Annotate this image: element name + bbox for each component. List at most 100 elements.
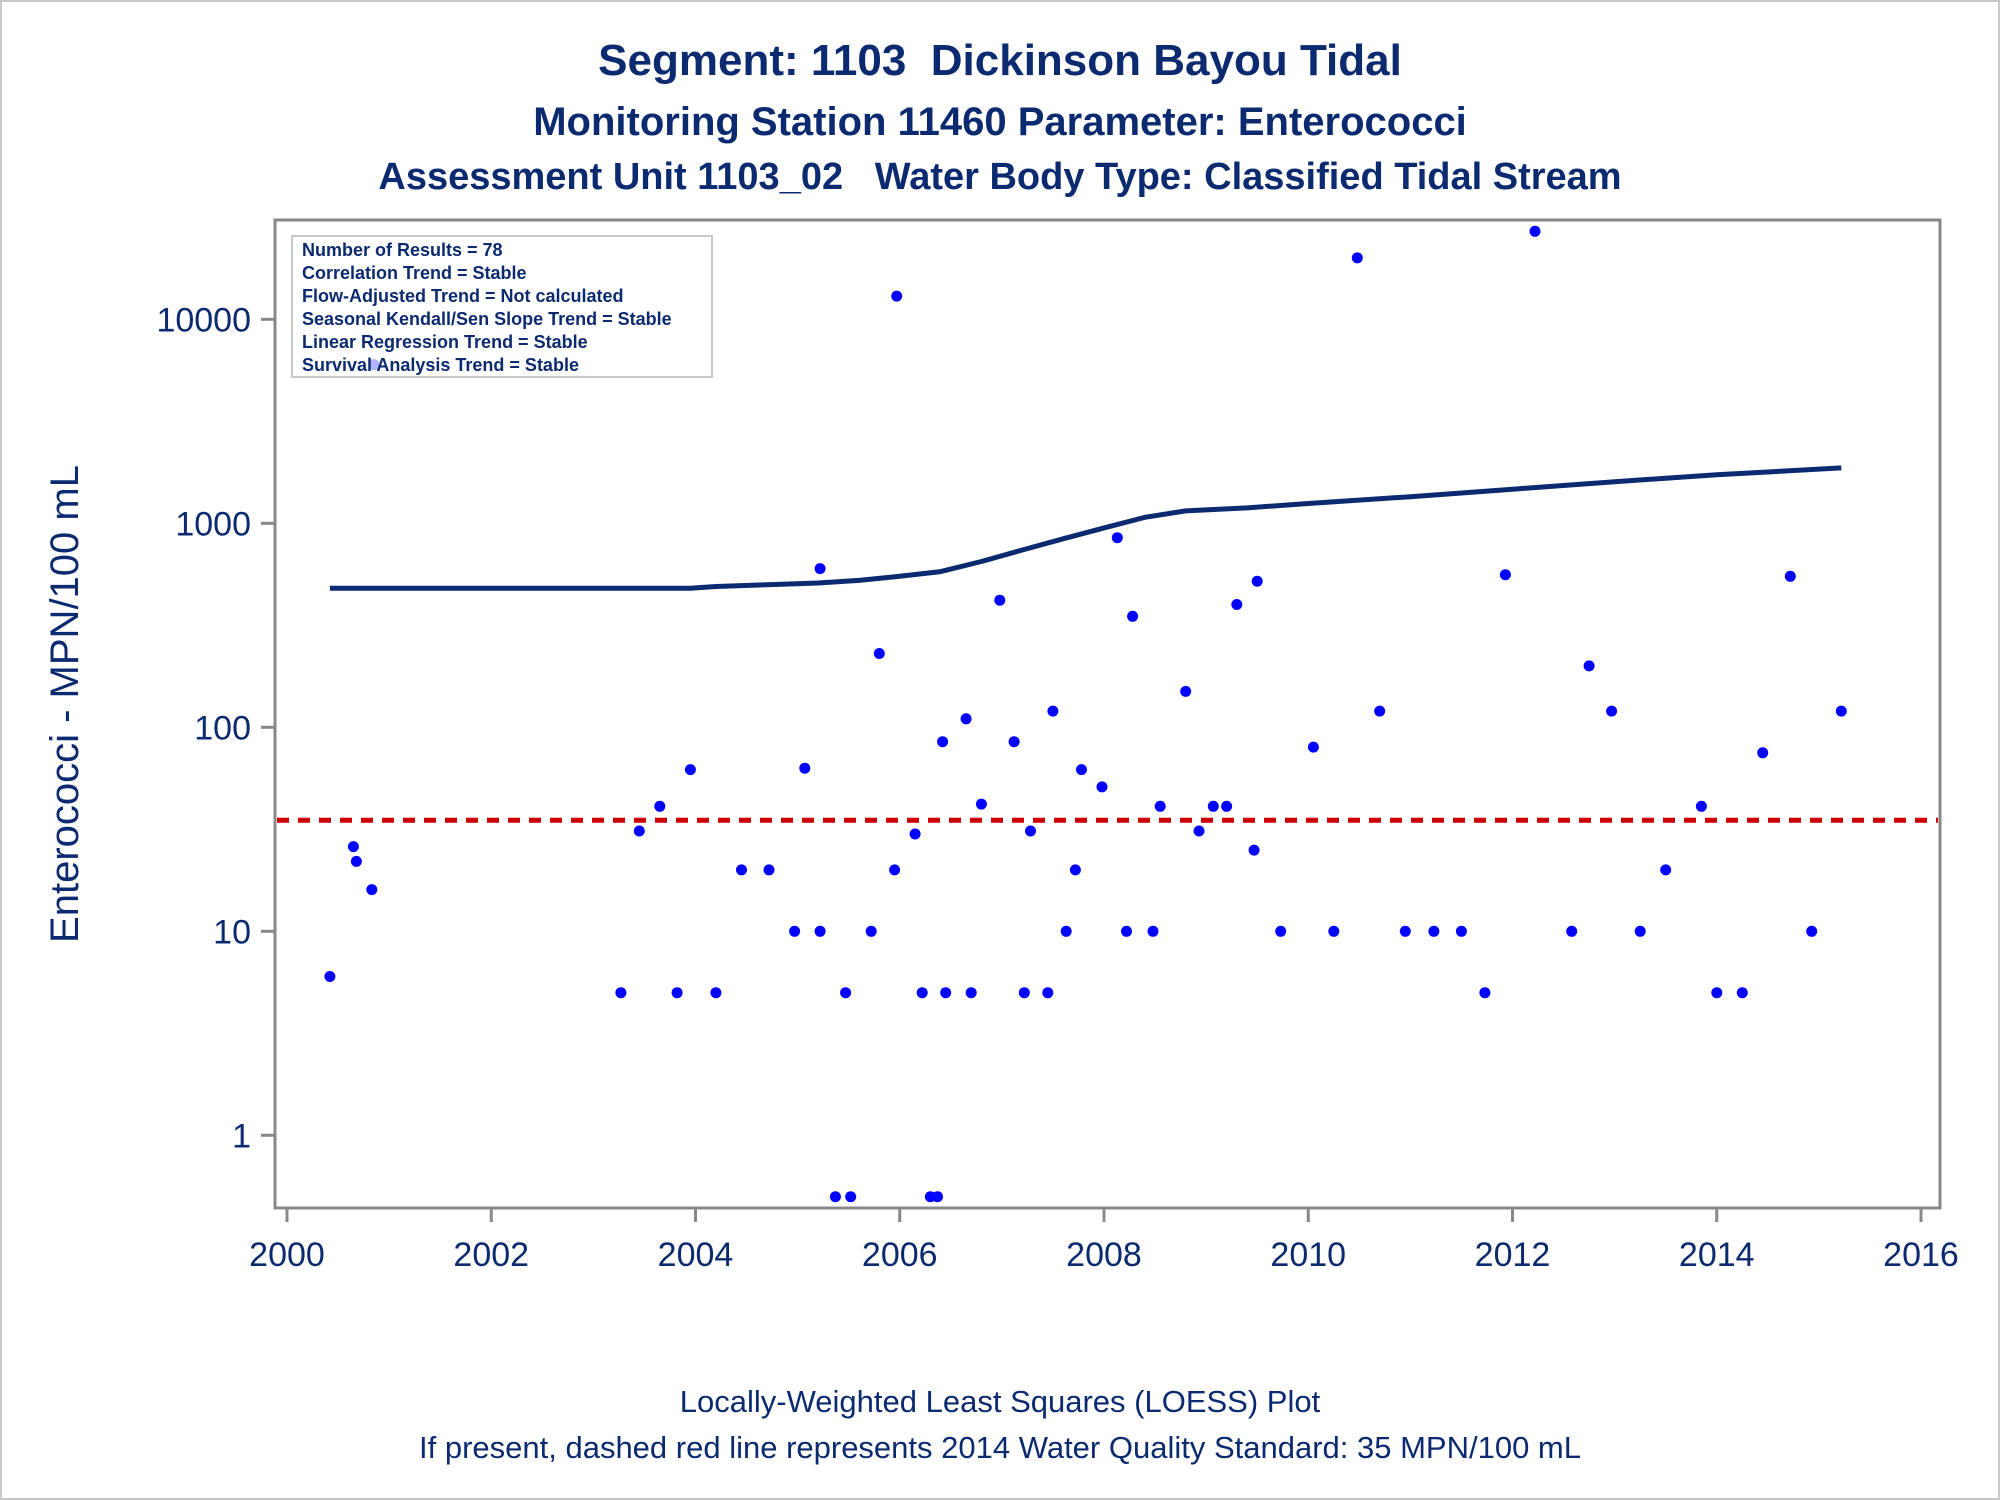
data-point <box>865 925 877 937</box>
data-point <box>1047 705 1059 717</box>
data-point <box>1307 741 1319 753</box>
data-point <box>932 1191 943 1203</box>
x-axis: 2000 2002 2004 2006 2008 2010 2012 2014 2016 <box>249 1208 1959 1274</box>
data-point <box>671 987 683 999</box>
data-point <box>1374 705 1386 717</box>
data-point <box>1835 705 1847 717</box>
x-tick-label: 2014 <box>1679 1236 1755 1274</box>
x-tick-label: 2006 <box>862 1236 938 1274</box>
data-point <box>873 648 885 659</box>
chart-subtitle-2: Assessment Unit 1103_02 Water Body Type:… <box>378 156 1622 198</box>
data-point <box>710 987 722 999</box>
y-tick-label: 1000 <box>175 505 251 543</box>
data-point <box>1529 225 1541 237</box>
x-tick-label: 2002 <box>453 1236 529 1274</box>
data-point <box>814 563 826 575</box>
data-point <box>1328 925 1340 937</box>
data-point <box>1069 864 1081 876</box>
x-tick-label: 2010 <box>1270 1236 1346 1274</box>
stats-survival-analysis-trend: Survival Analysis Trend = Stable <box>302 355 579 375</box>
data-point <box>845 1191 857 1203</box>
data-point <box>324 971 336 982</box>
data-point <box>1127 610 1139 622</box>
data-point <box>1193 825 1205 837</box>
data-point <box>1248 844 1260 856</box>
stats-box-border <box>291 235 713 378</box>
data-point <box>975 798 987 810</box>
y-tick-label: 10000 <box>156 301 251 339</box>
data-point <box>889 864 901 876</box>
data-point <box>1455 925 1467 937</box>
data-point <box>1695 800 1707 812</box>
data-point <box>1121 925 1132 937</box>
data-point <box>1275 925 1287 937</box>
data-point <box>763 864 775 876</box>
stats-seasonal-kendall-trend: Seasonal Kendall/Sen Slope Trend = Stabl… <box>302 309 672 329</box>
plot-area <box>273 218 1942 1210</box>
data-point <box>829 1191 841 1203</box>
data-point <box>1660 864 1672 876</box>
data-point <box>960 713 972 725</box>
trend-stats-box: Number of Results = 78 Correlation Trend… <box>291 235 713 378</box>
data-point <box>1207 800 1219 812</box>
data-point <box>1806 925 1818 937</box>
y-axis: 1 10 100 1000 10000 <box>156 301 275 1155</box>
data-point <box>1351 252 1363 264</box>
data-point <box>1499 569 1511 581</box>
data-point <box>347 841 359 853</box>
data-point <box>1180 685 1192 697</box>
data-point <box>633 825 645 837</box>
data-point <box>736 864 747 876</box>
footnote-loess: Locally-Weighted Least Squares (LOESS) P… <box>679 1384 1321 1419</box>
data-point <box>1076 764 1087 776</box>
data-point <box>1566 925 1578 937</box>
data-point <box>891 290 903 302</box>
data-point <box>1060 925 1072 937</box>
data-point <box>366 884 378 896</box>
data-point <box>1784 570 1796 582</box>
x-tick-label: 2008 <box>1066 1236 1142 1274</box>
data-point <box>909 828 921 840</box>
data-point <box>1606 705 1618 717</box>
data-point <box>350 855 362 867</box>
data-point <box>916 987 928 999</box>
stats-linear-regression-trend: Linear Regression Trend = Stable <box>302 332 588 352</box>
data-point <box>654 800 666 812</box>
y-tick-label: 1 <box>232 1117 251 1155</box>
data-point <box>1111 532 1123 544</box>
data-point <box>994 594 1006 606</box>
footnote-standard: If present, dashed red line represents 2… <box>419 1430 1581 1465</box>
data-point <box>1399 925 1411 937</box>
data-point <box>840 987 852 999</box>
data-point <box>1634 925 1646 937</box>
data-point <box>1251 575 1263 587</box>
y-tick-label: 10 <box>213 913 251 951</box>
data-point <box>1583 660 1595 672</box>
data-point <box>1008 736 1020 748</box>
x-tick-label: 2016 <box>1883 1236 1959 1274</box>
stats-number-of-results: Number of Results = 78 <box>302 240 503 260</box>
data-point <box>814 925 826 937</box>
data-point <box>799 762 811 774</box>
loess-curve <box>329 465 1842 591</box>
data-point <box>789 925 801 937</box>
data-point <box>937 736 949 748</box>
data-point <box>1025 825 1036 837</box>
data-point <box>940 987 952 999</box>
data-point <box>684 764 696 776</box>
data-point <box>1147 925 1159 937</box>
data-point <box>1736 987 1748 999</box>
data-points <box>324 225 1847 1203</box>
stats-flow-adjusted-trend: Flow-Adjusted Trend = Not calculated <box>302 286 624 306</box>
y-axis-title: Enterococci - MPN/100 mL <box>43 465 87 943</box>
chart-subtitle: Monitoring Station 11460 Parameter: Ente… <box>533 100 1467 144</box>
plot-border <box>273 218 1942 1210</box>
stats-correlation-trend: Correlation Trend = Stable <box>302 263 527 283</box>
data-point <box>615 987 627 999</box>
data-point <box>1231 599 1243 610</box>
x-tick-label: 2012 <box>1475 1236 1551 1274</box>
data-point <box>1096 781 1108 793</box>
data-point <box>1757 747 1769 759</box>
chart-title: Segment: 1103 Dickinson Bayou Tidal <box>598 36 1402 85</box>
x-tick-label: 2000 <box>249 1236 325 1274</box>
